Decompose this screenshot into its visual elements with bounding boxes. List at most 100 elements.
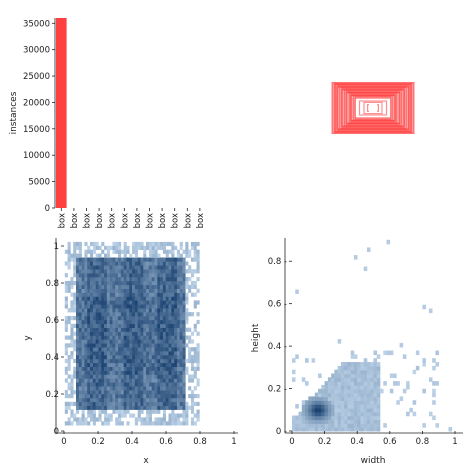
heatmap-cell: [160, 312, 164, 317]
heatmap-cell: [162, 355, 167, 360]
heatmap-cell: [143, 292, 147, 297]
heatmap-cell: [140, 421, 144, 426]
heatmap-cell: [76, 394, 80, 399]
heatmap-cell: [109, 394, 113, 399]
heatmap-cell: [115, 296, 119, 301]
heatmap-cell: [174, 288, 178, 293]
heatmap-cell: [112, 339, 116, 344]
heatmap-cell: [143, 386, 147, 391]
heatmap-cell: [196, 362, 200, 367]
heatmap-cell: [292, 426, 296, 432]
heatmap-cell: [171, 413, 175, 418]
heatmap-cell: [396, 381, 400, 386]
heatmap-cell: [185, 327, 189, 332]
heatmap-cell: [106, 296, 110, 301]
x-tick-label: 0.4: [125, 437, 139, 447]
heatmap-cell: [134, 304, 138, 309]
heatmap-cell: [160, 390, 164, 395]
heatmap-cell: [165, 397, 169, 403]
heatmap-cell: [132, 308, 136, 313]
heatmap-cell: [376, 384, 381, 390]
heatmap-cell: [76, 382, 80, 387]
heatmap-cell: [118, 308, 122, 313]
heatmap-cell: [126, 257, 130, 262]
heatmap-cell: [157, 382, 161, 387]
heatmap-cell: [95, 386, 99, 391]
heatmap-cell: [64, 358, 68, 364]
heatmap-cell: [112, 366, 116, 371]
heatmap-cell: [115, 421, 119, 426]
heatmap-cell: [109, 292, 113, 297]
heatmap-cell: [98, 316, 102, 321]
heatmap-cell: [308, 415, 312, 421]
heatmap-cell: [78, 284, 82, 289]
heatmap-cell: [70, 394, 74, 399]
heatmap-cell: [143, 339, 147, 344]
heatmap-cell: [363, 384, 368, 390]
heatmap-cell: [90, 304, 94, 309]
heatmap-cell: [168, 296, 172, 301]
heatmap-cell: [190, 312, 195, 317]
heatmap-cell: [157, 386, 161, 391]
heatmap-cell: [376, 369, 381, 375]
heatmap-cell: [305, 358, 309, 363]
heatmap-cell: [134, 257, 138, 262]
heatmap-cell: [154, 273, 158, 278]
heatmap-cell: [76, 355, 80, 360]
heatmap-cell: [171, 378, 175, 383]
heatmap-cell: [87, 323, 91, 328]
heatmap-cell: [148, 409, 152, 414]
heatmap-cell: [406, 411, 410, 417]
heatmap-cell: [104, 265, 108, 270]
heatmap-cell: [115, 323, 119, 328]
heatmap-cell: [179, 241, 183, 247]
heatmap-cell: [146, 335, 150, 340]
heatmap-cell: [308, 407, 312, 413]
heatmap-cell: [168, 292, 172, 297]
heatmap-cell: [123, 308, 127, 313]
heatmap-cell: [81, 331, 85, 336]
heatmap-cell: [148, 241, 152, 247]
heatmap-cell: [373, 411, 378, 417]
heatmap-cell: [160, 284, 164, 289]
heatmap-cell: [324, 381, 329, 386]
heatmap-cell: [67, 401, 71, 406]
heatmap-cell: [115, 300, 119, 305]
heatmap-cell: [101, 257, 105, 262]
heatmap-cell: [132, 304, 136, 309]
heatmap-cell: [148, 339, 152, 344]
heatmap-cell: [143, 316, 147, 321]
heatmap-cell: [115, 249, 119, 254]
heatmap-cell: [129, 355, 133, 360]
heatmap-cell: [140, 370, 144, 375]
heatmap-cell: [70, 327, 74, 332]
heatmap-cell: [331, 381, 335, 386]
y-tick-label: 25000: [23, 72, 50, 82]
heatmap-cell: [415, 350, 420, 356]
heatmap-cell: [193, 304, 197, 309]
heatmap-cell: [76, 374, 80, 379]
heatmap-cell: [331, 404, 335, 409]
heatmap-cell: [151, 382, 155, 387]
heatmap-cell: [95, 304, 99, 309]
heatmap-cell: [106, 273, 110, 278]
heatmap-cell: [334, 384, 338, 390]
heatmap-cell: [168, 331, 172, 336]
heatmap-cell: [115, 308, 119, 313]
heatmap-cell: [106, 265, 110, 270]
heatmap-cell: [428, 411, 433, 417]
heatmap-cell: [109, 319, 113, 325]
heatmap-cell: [190, 241, 195, 247]
heatmap-cell: [188, 312, 192, 317]
heatmap-cell: [98, 362, 102, 367]
heatmap-cell: [174, 401, 178, 406]
heatmap-cell: [301, 407, 306, 413]
y-tick-label: 0.8: [45, 279, 59, 289]
heatmap-cell: [179, 347, 183, 352]
heatmap-cell: [126, 300, 130, 305]
heatmap-cell: [120, 249, 124, 254]
heatmap-cell: [98, 358, 102, 364]
heatmap-cell: [123, 261, 127, 266]
heatmap-cell: [193, 374, 197, 379]
